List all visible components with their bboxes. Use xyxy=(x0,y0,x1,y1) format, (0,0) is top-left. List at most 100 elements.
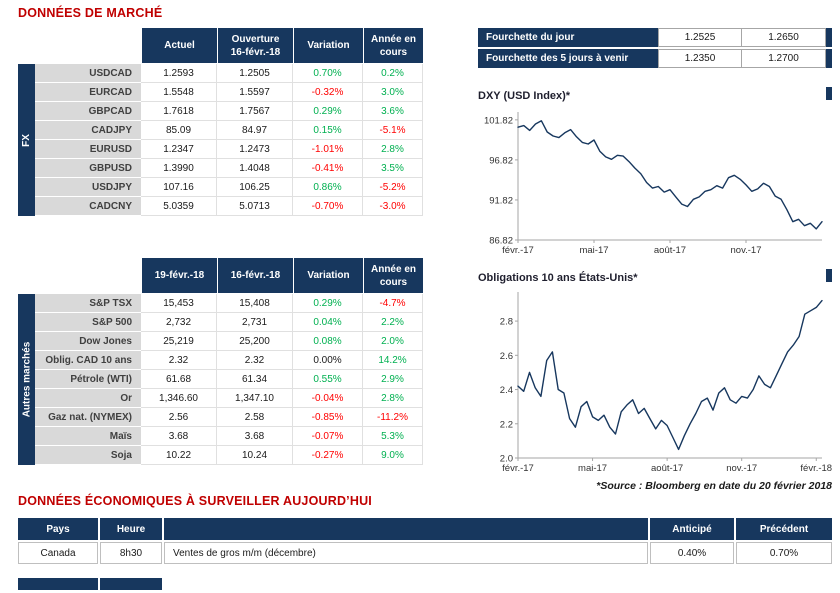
mkt-row-label: Oblig. CAD 10 ans xyxy=(35,351,141,370)
mkt-header-16fev: 16-févr.-18 xyxy=(217,258,293,294)
series-line xyxy=(517,299,823,451)
fx-actuel-cell: 1.5548 xyxy=(141,83,217,102)
fx-row-label: CADCNY xyxy=(35,197,141,216)
range-low-value: 1.2350 xyxy=(658,49,742,68)
mkt-header-line: 16-févr.-18 xyxy=(230,270,281,281)
mkt-16fev-cell: 2,731 xyxy=(217,313,293,332)
mkt-variation-cell: 0.55% xyxy=(293,370,363,389)
mkt-16fev-cell: 15,408 xyxy=(217,294,293,313)
fx-variation-cell: -0.41% xyxy=(293,159,363,178)
x-tick-label: nov.-17 xyxy=(731,245,762,256)
fx-actuel-cell: 1.2593 xyxy=(141,64,217,83)
mkt-variation-cell: 0.04% xyxy=(293,313,363,332)
fx-ouverture-cell: 1.4048 xyxy=(217,159,293,178)
econ-previous-cell: 0.70% xyxy=(736,542,832,564)
mkt-variation-cell: -0.07% xyxy=(293,427,363,446)
market-data-title: DONNÉES DE MARCHÉ xyxy=(18,6,163,20)
fx-ouverture-cell: 84.97 xyxy=(217,121,293,140)
econ-event-cell: Ventes de gros m/m (décembre) xyxy=(164,542,648,564)
fx-actuel-cell: 1.7618 xyxy=(141,102,217,121)
y-tick-label: 91.82 xyxy=(489,195,513,206)
fx-row-label: GBPCAD xyxy=(35,102,141,121)
y-tick-label: 2.0 xyxy=(500,454,513,465)
decorative-strip xyxy=(826,269,832,282)
mkt-row-label: S&P TSX xyxy=(35,294,141,313)
decorative-strip xyxy=(826,28,832,47)
mkt-variation-cell: 0.08% xyxy=(293,332,363,351)
fx-row-label: USDCAD xyxy=(35,64,141,83)
mkt-corner-cell xyxy=(18,258,141,294)
econ-header-precedent: Précédent xyxy=(736,518,832,540)
fx-header-line: 16-févr.-18 xyxy=(230,46,281,58)
fx-header-line: Actuel xyxy=(164,40,195,51)
us10y-chart: 2.0 2.2 2.4 2.6 2.8 févr.-17 mai-17 août-17 nov.… xyxy=(500,292,832,474)
econ-header-pays: Pays xyxy=(18,518,98,540)
mkt-row-label: Or xyxy=(35,389,141,408)
fx-ouverture-cell: 5.0713 xyxy=(217,197,293,216)
fx-ouverture-cell: 1.2473 xyxy=(217,140,293,159)
mkt-19fev-cell: 2.56 xyxy=(141,408,217,427)
mkt-annee-cell: 9.0% xyxy=(363,446,423,465)
fx-header-line: Ouverture xyxy=(231,33,280,45)
mkt-annee-cell: -4.7% xyxy=(363,294,423,313)
range-label: Fourchette des 5 jours à venir xyxy=(478,49,658,68)
x-tick-label: févr.-17 xyxy=(502,463,534,474)
fx-variation-cell: -0.70% xyxy=(293,197,363,216)
mkt-16fev-cell: 10.24 xyxy=(217,446,293,465)
mkt-annee-cell: 5.3% xyxy=(363,427,423,446)
partial-header-cell xyxy=(100,578,162,590)
mkt-19fev-cell: 15,453 xyxy=(141,294,217,313)
usdcad-range-rows: Fourchette du jour 1.2525 1.2650 Fourchette… xyxy=(478,28,832,68)
fx-ouverture-cell: 1.7567 xyxy=(217,102,293,121)
mkt-header-line: cours xyxy=(379,276,408,288)
fx-row-label: CADJPY xyxy=(35,121,141,140)
fx-annee-cell: 2.8% xyxy=(363,140,423,159)
y-tick-label: 2.4 xyxy=(500,385,513,396)
mkt-row-label: Gaz nat. (NYMEX) xyxy=(35,408,141,427)
mkt-variation-cell: -0.27% xyxy=(293,446,363,465)
mkt-19fev-cell: 2.32 xyxy=(141,351,217,370)
mkt-16fev-cell: 1,347.10 xyxy=(217,389,293,408)
x-tick-label: mai-17 xyxy=(579,245,608,256)
fx-corner-cell xyxy=(18,28,141,64)
fx-header-line: Variation xyxy=(307,40,350,51)
mkt-19fev-cell: 3.68 xyxy=(141,427,217,446)
mkt-header-annee: Année en cours xyxy=(363,258,423,294)
fx-ouverture-cell: 106.25 xyxy=(217,178,293,197)
fx-header-ouverture: Ouverture 16-févr.-18 xyxy=(217,28,293,64)
mkt-16fev-cell: 2.58 xyxy=(217,408,293,427)
mkt-variation-cell: -0.85% xyxy=(293,408,363,427)
next-section-header-partial xyxy=(18,578,162,590)
fx-header-actuel: Actuel xyxy=(141,28,217,64)
econ-header-heure: Heure xyxy=(100,518,162,540)
mkt-row-label: S&P 500 xyxy=(35,313,141,332)
source-note: *Source : Bloomberg en date du 20 févrie… xyxy=(596,480,832,492)
fx-variation-cell: -0.32% xyxy=(293,83,363,102)
fx-header-line: Année en xyxy=(370,33,416,45)
fx-row-label: EURCAD xyxy=(35,83,141,102)
fx-annee-cell: -3.0% xyxy=(363,197,423,216)
dxy-chart-title: DXY (USD Index)* xyxy=(478,90,571,102)
mkt-16fev-cell: 2.32 xyxy=(217,351,293,370)
range-row: Fourchette des 5 jours à venir 1.2350 1.27… xyxy=(478,49,832,68)
fx-annee-cell: 3.6% xyxy=(363,102,423,121)
fx-annee-cell: 3.0% xyxy=(363,83,423,102)
fx-actuel-cell: 5.0359 xyxy=(141,197,217,216)
other-markets-table: 19-févr.-18 16-févr.-18 Variation Année en c… xyxy=(18,258,423,465)
us10y-title-row: Obligations 10 ans États-Unis* xyxy=(478,268,832,284)
fx-variation-cell: -1.01% xyxy=(293,140,363,159)
mkt-side-band: Autres marchés xyxy=(18,294,35,465)
mkt-19fev-cell: 2,732 xyxy=(141,313,217,332)
x-tick-label: août-17 xyxy=(651,463,683,474)
mkt-variation-cell: 0.29% xyxy=(293,294,363,313)
right-column: Fourchette du jour 1.2525 1.2650 Fourchette… xyxy=(478,28,832,573)
mkt-row-label: Pétrole (WTI) xyxy=(35,370,141,389)
mkt-row-label: Soja xyxy=(35,446,141,465)
range-low-value: 1.2525 xyxy=(658,28,742,47)
fx-ouverture-cell: 1.2505 xyxy=(217,64,293,83)
y-tick-label: 2.8 xyxy=(500,317,513,328)
mkt-19fev-cell: 1,346.60 xyxy=(141,389,217,408)
fx-side-band: FX xyxy=(18,64,35,216)
fx-annee-cell: -5.1% xyxy=(363,121,423,140)
x-tick-label: févr.-17 xyxy=(502,245,534,256)
